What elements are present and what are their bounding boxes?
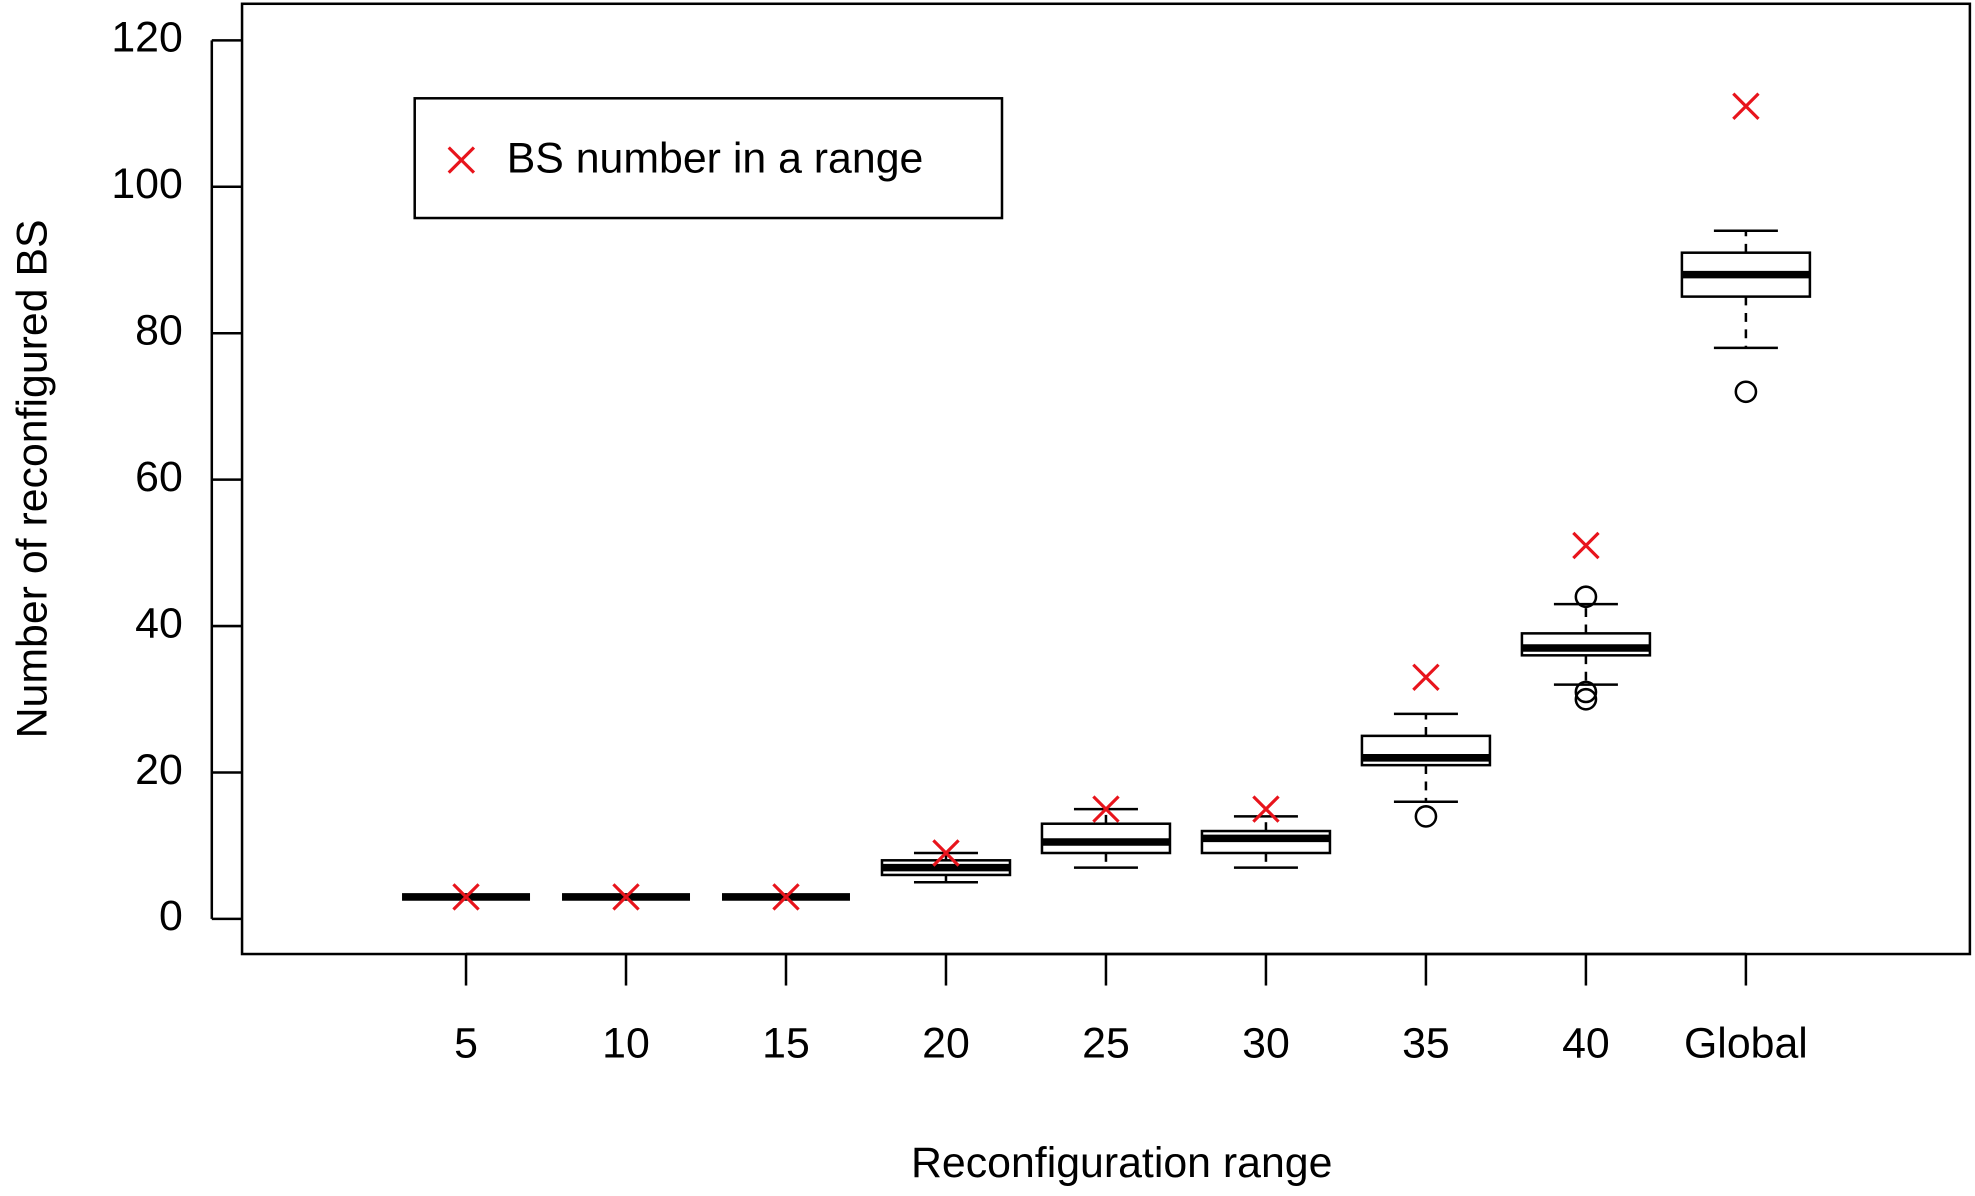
marker — [932, 839, 960, 867]
marker — [1092, 795, 1120, 823]
marker — [772, 883, 800, 911]
x-axis-label: Reconfiguration range — [911, 1139, 1332, 1187]
legend-marker — [447, 146, 476, 174]
y-tick-label: 120 — [111, 14, 182, 62]
x-tick-label: Global — [1684, 1019, 1808, 1067]
x-tick-label: 30 — [1242, 1019, 1290, 1067]
outlier — [1574, 585, 1598, 609]
marker — [1732, 92, 1760, 120]
y-tick-label: 20 — [135, 746, 183, 794]
y-tick-label: 80 — [135, 307, 183, 355]
y-axis-label: Number of reconfigured BS — [9, 219, 57, 738]
x-tick-label: 5 — [454, 1019, 478, 1067]
legend-label: BS number in a range — [507, 135, 924, 183]
y-tick-label: 60 — [135, 453, 183, 501]
marker — [1252, 795, 1280, 823]
marker — [1412, 663, 1440, 692]
outlier — [1734, 380, 1758, 404]
outlier — [1414, 805, 1438, 828]
outlier — [1574, 687, 1598, 711]
x-tick-label: 15 — [762, 1019, 810, 1067]
outlier — [1574, 680, 1598, 704]
marker — [452, 883, 480, 911]
x-tick-label: 40 — [1562, 1019, 1610, 1067]
legend-box — [413, 97, 1004, 220]
x-tick-label: 10 — [602, 1019, 650, 1067]
y-tick-label: 0 — [159, 892, 183, 940]
marker — [612, 883, 640, 911]
x-tick-label: 35 — [1402, 1019, 1450, 1067]
y-tick-label: 100 — [111, 160, 182, 208]
x-tick-label: 20 — [922, 1019, 970, 1067]
marker — [1572, 531, 1600, 560]
y-tick-label: 40 — [135, 599, 183, 647]
x-tick-label: 25 — [1082, 1019, 1130, 1067]
